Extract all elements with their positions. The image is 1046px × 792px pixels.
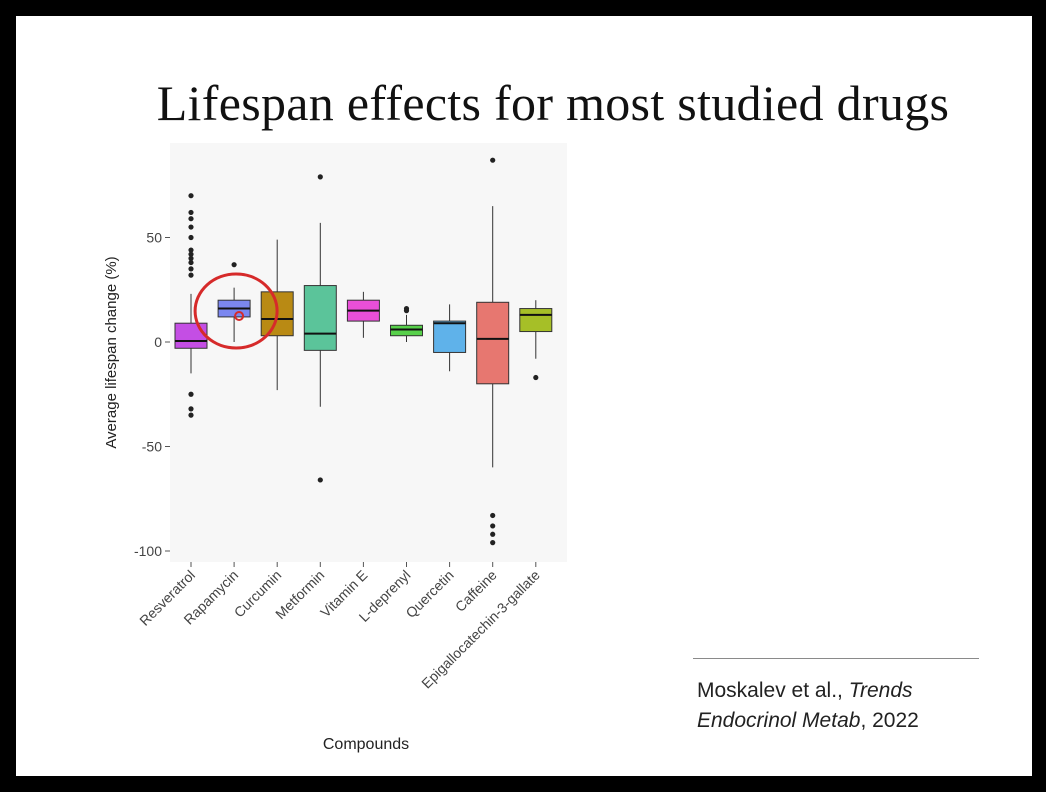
outlier-point: [490, 512, 496, 519]
box: [476, 301, 510, 385]
box: [433, 320, 467, 353]
outlier-point: [317, 477, 323, 483]
box: [519, 308, 553, 333]
outlier-point: [188, 193, 194, 199]
citation-rule: [693, 658, 979, 659]
box: [174, 322, 208, 349]
citation-journal-part1: Trends: [848, 679, 913, 702]
outlier-point: [188, 251, 194, 257]
outlier-point: [188, 224, 194, 230]
x-tick-label: Quercetin: [402, 567, 456, 621]
y-tick-label: 50: [146, 230, 162, 246]
outlier-point: [490, 523, 496, 529]
outlier-point: [403, 308, 410, 314]
outlier-point: [188, 266, 194, 272]
outlier-point: [490, 157, 496, 163]
outlier-point: [188, 209, 194, 216]
outlier-point: [188, 391, 194, 397]
citation-line-1: Moskalev et al., Trends: [697, 676, 919, 706]
x-axis-label: Compounds: [323, 736, 409, 753]
citation-journal-part2: Endocrinol Metab: [697, 709, 861, 732]
citation-line-2: Endocrinol Metab, 2022: [697, 706, 919, 736]
outlier-point: [188, 412, 194, 418]
annotation-cursor-dot: [234, 311, 245, 321]
outlier-point: [188, 259, 194, 266]
outlier-point: [188, 406, 194, 412]
outlier-point: [188, 216, 194, 222]
y-tick-label: -50: [142, 439, 162, 455]
outlier-point: [490, 531, 496, 537]
outlier-point: [188, 234, 194, 241]
y-tick-label: 0: [154, 334, 162, 350]
annotation-circle: [193, 272, 279, 350]
outlier-point: [490, 540, 496, 546]
box: [303, 285, 337, 351]
outlier-point: [533, 374, 539, 381]
slide-title: Lifespan effects for most studied drugs: [156, 75, 950, 131]
outlier-point: [188, 247, 194, 253]
outlier-point: [188, 272, 194, 278]
y-tick-label: -100: [134, 543, 162, 559]
outlier-point: [317, 174, 323, 180]
box: [390, 324, 423, 337]
citation: Moskalev et al., Trends Endocrinol Metab…: [693, 658, 979, 736]
outlier-point: [231, 262, 237, 268]
citation-year: , 2022: [860, 709, 919, 732]
y-axis-label: Average lifespan change (%): [103, 256, 120, 448]
outlier-point: [188, 255, 194, 261]
citation-authors: Moskalev et al.,: [697, 679, 849, 702]
